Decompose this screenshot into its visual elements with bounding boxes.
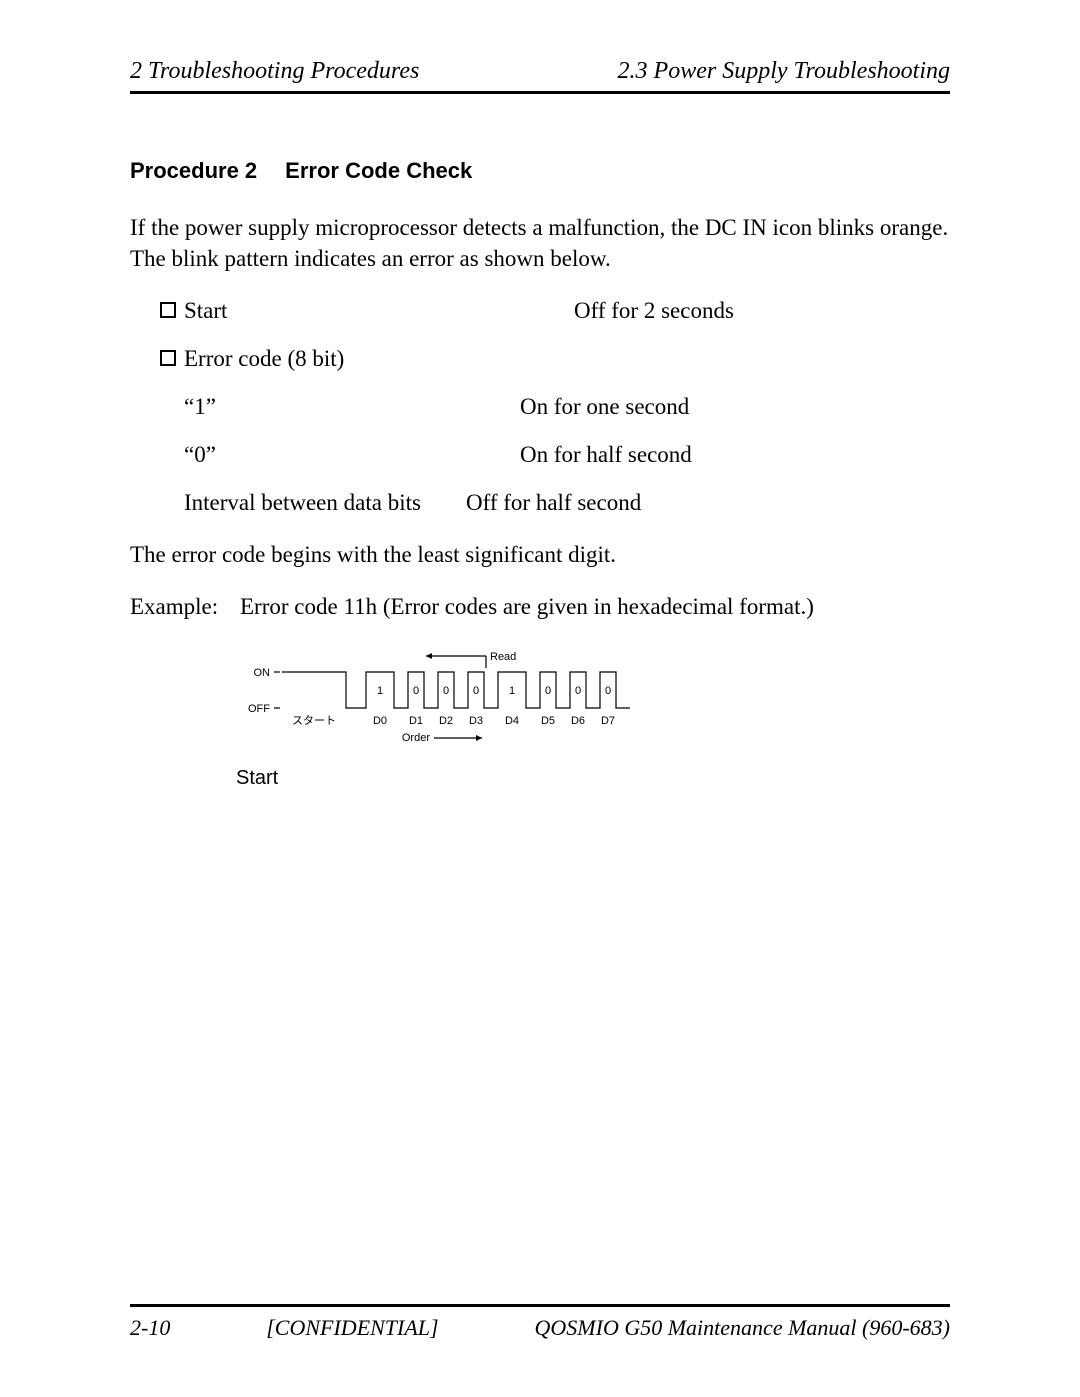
checkbox-cell <box>130 298 184 324</box>
page-footer: 2-10 [CONFIDENTIAL] QOSMIO G50 Maintenan… <box>130 1304 950 1341</box>
intro-paragraph: If the power supply microprocessor detec… <box>130 212 950 274</box>
list-subitem: Interval between data bits Off for half … <box>130 490 950 516</box>
list-value: Off for half second <box>466 490 950 516</box>
checkbox-cell <box>130 346 184 372</box>
list-label: Start <box>184 298 574 324</box>
example-row: Example: Error code 11h (Error codes are… <box>130 594 950 620</box>
svg-text:Read: Read <box>490 651 516 663</box>
example-label: Example: <box>130 594 240 620</box>
procedure-heading: Procedure 2 Error Code Check <box>130 158 950 184</box>
example-text: Error code 11h (Error codes are given in… <box>240 594 814 620</box>
diagram-start-label: Start <box>236 767 950 790</box>
list-label: “0” <box>130 442 520 468</box>
svg-text:1: 1 <box>509 685 515 697</box>
svg-text:D5: D5 <box>541 715 555 727</box>
svg-text:0: 0 <box>575 685 581 697</box>
svg-text:スタート: スタート <box>292 714 336 727</box>
header-right: 2.3 Power Supply Troubleshooting <box>618 58 950 85</box>
procedure-number: Procedure 2 <box>130 158 257 183</box>
svg-text:ON: ON <box>254 667 271 679</box>
list-subitem: “0” On for half second <box>130 442 950 468</box>
procedure-title: Error Code Check <box>285 158 472 183</box>
svg-text:D1: D1 <box>409 715 423 727</box>
svg-text:D0: D0 <box>373 715 387 727</box>
svg-text:D4: D4 <box>505 715 519 727</box>
list-item: Error code (8 bit) <box>130 346 950 372</box>
list-subitem: “1” On for one second <box>130 394 950 420</box>
list-value: Off for 2 seconds <box>574 298 950 324</box>
lsb-note: The error code begins with the least sig… <box>130 542 950 568</box>
header-left: 2 Troubleshooting Procedures <box>130 58 419 85</box>
svg-text:D3: D3 <box>469 715 483 727</box>
timing-diagram: ON OFF 1 0 0 0 1 0 0 0 D0 D1 D2 D3 D4 D5 D6 D7 スタート Order Re… <box>236 644 950 790</box>
list-item: Start Off for 2 seconds <box>130 298 950 324</box>
svg-text:0: 0 <box>413 685 419 697</box>
page: 2 Troubleshooting Procedures 2.3 Power S… <box>0 0 1080 1397</box>
timing-svg: ON OFF 1 0 0 0 1 0 0 0 D0 D1 D2 D3 D4 D5 D6 D7 スタート Order Re… <box>236 644 706 752</box>
list-label: Interval between data bits <box>130 490 466 516</box>
svg-text:0: 0 <box>473 685 479 697</box>
footer-row: 2-10 [CONFIDENTIAL] QOSMIO G50 Maintenan… <box>130 1315 950 1341</box>
svg-text:D2: D2 <box>439 715 453 727</box>
footer-page-number: 2-10 <box>130 1315 170 1341</box>
footer-manual-title: QOSMIO G50 Maintenance Manual (960-683) <box>535 1315 950 1341</box>
svg-text:0: 0 <box>545 685 551 697</box>
checkbox-icon <box>160 350 176 366</box>
footer-confidential: [CONFIDENTIAL] <box>266 1315 438 1341</box>
list-label: “1” <box>130 394 520 420</box>
svg-text:D6: D6 <box>571 715 585 727</box>
page-header: 2 Troubleshooting Procedures 2.3 Power S… <box>130 58 950 94</box>
svg-text:0: 0 <box>605 685 611 697</box>
list-value: On for half second <box>520 442 950 468</box>
checkbox-icon <box>160 302 176 318</box>
svg-text:D7: D7 <box>601 715 615 727</box>
svg-text:OFF: OFF <box>248 703 270 715</box>
svg-text:0: 0 <box>443 685 449 697</box>
svg-text:Order: Order <box>402 732 430 744</box>
blink-pattern-list: Start Off for 2 seconds Error code (8 bi… <box>130 298 950 516</box>
svg-text:1: 1 <box>377 685 383 697</box>
list-value: On for one second <box>520 394 950 420</box>
footer-rule <box>130 1304 950 1307</box>
list-label: Error code (8 bit) <box>184 346 574 372</box>
